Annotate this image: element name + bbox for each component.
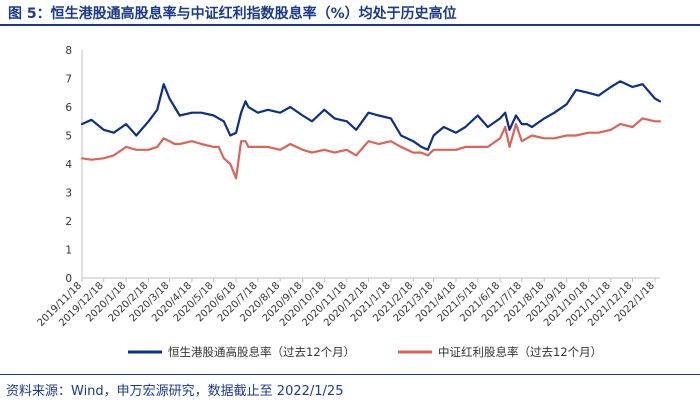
y-tick-label: 6 — [65, 102, 72, 114]
y-tick-label: 3 — [65, 188, 72, 200]
page-title: 图 5：恒生港股通高股息率与中证红利指数股息率（%）均处于历史高位 — [8, 6, 457, 22]
y-tick-label: 2 — [65, 216, 72, 228]
y-tick-label: 0 — [65, 273, 72, 285]
y-tick-label: 5 — [65, 131, 72, 143]
source-note: 资料来源：Wind，申万宏源研究，数据截止至 2022/1/25 — [6, 384, 344, 399]
series-line-1 — [80, 80, 662, 151]
chart: 0123456782019/11/182019/12/182020/1/1820… — [36, 45, 662, 359]
y-tick-label: 7 — [65, 74, 72, 86]
legend-label-2: 中证红利股息率（过去12个月） — [438, 345, 602, 359]
series-line-2 — [80, 117, 662, 180]
title-rule — [0, 24, 700, 26]
y-tick-label: 1 — [65, 245, 72, 257]
legend-label-1: 恒生港股通高股息率（过去12个月） — [168, 345, 355, 359]
source-rule — [0, 374, 700, 375]
y-tick-label: 4 — [65, 159, 72, 171]
y-tick-label: 8 — [65, 45, 72, 57]
axes: 0123456782019/11/182019/12/182020/1/1820… — [36, 45, 660, 329]
series-layer — [80, 80, 662, 180]
legend: 恒生港股通高股息率（过去12个月） 中证红利股息率（过去12个月） — [128, 345, 602, 359]
